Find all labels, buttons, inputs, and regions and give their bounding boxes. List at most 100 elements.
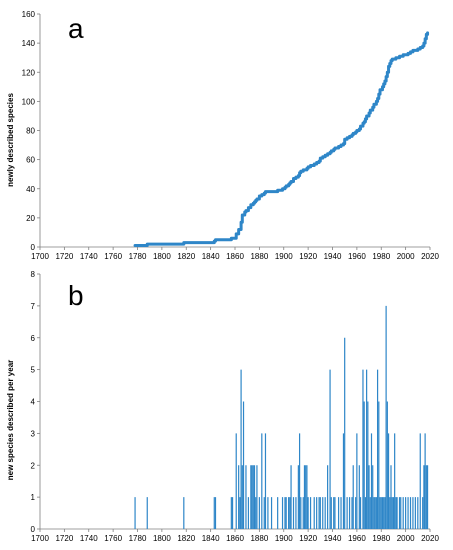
panel-b-bar xyxy=(298,433,301,530)
panel-a-y-tick-label: 140 xyxy=(22,39,36,48)
panel-b-bar xyxy=(238,465,240,529)
panel-b-bar xyxy=(384,497,386,530)
panel-b-bar xyxy=(358,465,360,529)
panel-b-bar xyxy=(322,497,324,530)
panel-a-x-tick-label: 1860 xyxy=(226,252,244,261)
panel-b-bar xyxy=(385,305,387,530)
panel-b-bar xyxy=(319,497,321,530)
panel-b-bar xyxy=(281,497,284,530)
panel-b-y-tick-label: 2 xyxy=(31,461,36,470)
panel-a-y-tick-label: 0 xyxy=(31,243,36,252)
panel-b-bar xyxy=(412,497,414,530)
panel-b-x-tick-label: 1780 xyxy=(129,534,147,543)
panel-a: a newly described species 0 20 40 60 80 100 12… xyxy=(6,10,439,261)
panel-b-bar xyxy=(369,497,371,530)
panel-b-bar xyxy=(386,401,388,529)
panel-b-x-tick-label: 1800 xyxy=(153,534,171,543)
panel-b-bar xyxy=(423,465,425,529)
panel-b-y-axis-title: new species described per year xyxy=(6,360,15,481)
panel-b-bar xyxy=(134,497,136,530)
panel-b-bar xyxy=(230,497,232,530)
panel-b-y-tick-label: 8 xyxy=(31,270,36,279)
panel-b-bar xyxy=(387,433,390,530)
panel-b-bar xyxy=(368,465,370,529)
panel-a-x-tick-label: 2020 xyxy=(421,252,439,261)
panel-b-x-tick-label: 1960 xyxy=(348,534,366,543)
panel-b-bar xyxy=(424,433,426,530)
panel-a-series-line xyxy=(133,31,430,248)
panel-b-bar xyxy=(239,497,241,530)
panel-b-bar xyxy=(264,433,267,530)
panel-a-x-tick-label: 1700 xyxy=(31,252,49,261)
panel-b-bar xyxy=(295,497,297,530)
panel-b-bar xyxy=(390,465,392,529)
panel-b-x-tick-label: 1760 xyxy=(104,534,122,543)
panel-b-x-tick-label: 1920 xyxy=(299,534,317,543)
panel-b-bar xyxy=(297,465,299,529)
panel-b-bar xyxy=(307,497,309,530)
panel-b-bar xyxy=(374,497,376,530)
panel-b-bar xyxy=(267,497,269,530)
panel-b-bar xyxy=(313,497,315,530)
panel-b-x-tick-label: 1740 xyxy=(80,534,98,543)
panel-b-bar xyxy=(409,497,412,530)
panel-b-x-tick-label: 1880 xyxy=(250,534,268,543)
panel-b-bar xyxy=(289,497,291,530)
panel-b-bar xyxy=(426,465,429,529)
panel-a-x-tick-label: 1760 xyxy=(104,252,122,261)
panel-b-bar xyxy=(346,497,348,530)
panel-b-bar xyxy=(250,465,252,529)
panel-b-bar xyxy=(395,497,397,530)
panel-b-x-tick-label: 1700 xyxy=(31,534,49,543)
panel-b-bar xyxy=(333,497,335,530)
panel-b-y-tick-label: 4 xyxy=(31,398,36,407)
panel-a-x-tick-label: 1920 xyxy=(299,252,317,261)
panel-b-bar xyxy=(253,465,256,529)
panel-b-bar xyxy=(372,465,374,529)
panel-b-bar xyxy=(344,337,346,529)
panel-b-bar xyxy=(290,465,292,529)
panel-b-bar xyxy=(318,497,320,530)
panel-b-bar xyxy=(422,497,424,530)
panel-b-y-tick-label: 7 xyxy=(31,302,36,311)
panel-b-bar xyxy=(379,497,381,530)
panel-b-bar xyxy=(383,497,385,530)
panel-b-bar xyxy=(364,497,367,530)
panel-b-bar xyxy=(277,497,279,530)
panel-a-x-tick-label: 2000 xyxy=(397,252,415,261)
panel-b-x-tick-label: 1720 xyxy=(55,534,73,543)
panel-b-bar xyxy=(261,433,263,530)
panel-b-bar xyxy=(414,497,416,530)
panel-a-x-tick-label: 1980 xyxy=(372,252,390,261)
panel-b-bar xyxy=(255,497,257,530)
panel-b-bar xyxy=(394,433,396,530)
panel-a-x-tick-label: 1720 xyxy=(55,252,73,261)
panel-b-bar xyxy=(375,497,377,530)
panel-b-bar xyxy=(270,497,273,530)
panel-b-bar xyxy=(407,497,409,530)
panel-b-bar xyxy=(356,433,358,530)
panel-a-y-axis-title: newly described species xyxy=(6,93,15,187)
panel-b-bar xyxy=(380,497,382,530)
panel-b-bar xyxy=(334,497,336,530)
panel-b-x-tick-label: 2000 xyxy=(397,534,415,543)
panel-b-bar xyxy=(402,497,404,530)
panel-a-x-tick-label: 1960 xyxy=(348,252,366,261)
panel-b-bar xyxy=(391,497,393,530)
panel-a-letter: a xyxy=(68,13,84,44)
panel-a-x-tick-label: 1880 xyxy=(250,252,268,261)
panel-b-bar xyxy=(285,497,287,530)
panel-b-bar xyxy=(252,465,254,529)
panel-a-y-tick-label: 120 xyxy=(22,68,36,77)
panel-b: b new species described per year 0 1 2 3 4 5 6… xyxy=(6,270,439,543)
panel-b-bar xyxy=(352,465,354,529)
panel-b-bar xyxy=(235,433,237,530)
panel-b-bar xyxy=(396,497,398,530)
panel-b-bar xyxy=(373,497,375,530)
panel-b-bar xyxy=(263,497,265,530)
panel-b-bar xyxy=(300,497,302,530)
panel-b-bar xyxy=(363,401,365,529)
panel-b-bar xyxy=(327,465,329,529)
panel-b-x-tick-label: 1820 xyxy=(177,534,195,543)
